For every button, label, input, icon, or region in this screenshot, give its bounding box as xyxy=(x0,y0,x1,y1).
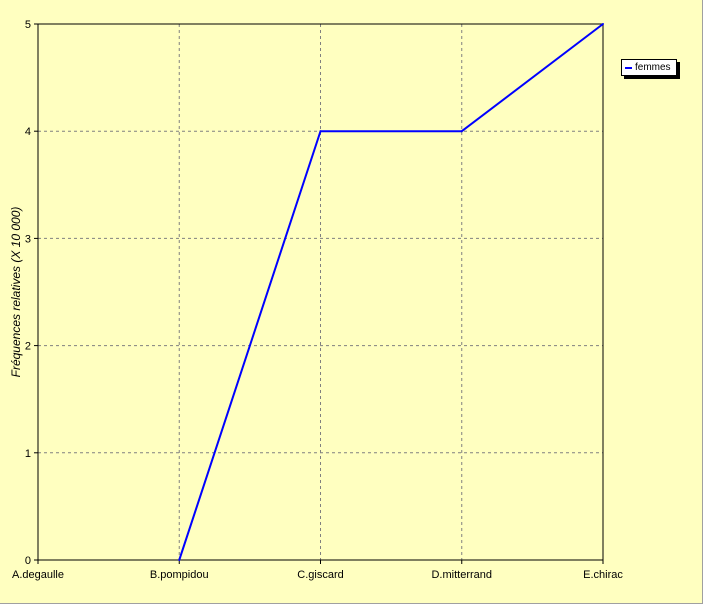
y-axis-ticks: 0 1 2 3 4 5 xyxy=(25,19,38,567)
x-tick-label: A.degaulle xyxy=(12,569,64,581)
y-tick-label: 0 xyxy=(25,555,31,567)
y-tick-label: 3 xyxy=(25,233,31,245)
x-tick-label: C.giscard xyxy=(297,569,343,581)
series-lines xyxy=(178,23,604,561)
data-point xyxy=(178,559,181,561)
x-tick-label: E.chirac xyxy=(583,569,623,581)
y-tick-label: 1 xyxy=(25,448,31,460)
y-tick-label: 2 xyxy=(25,341,31,353)
data-point xyxy=(602,23,604,25)
x-tick-label: B.pompidou xyxy=(150,569,209,581)
x-axis-ticks: A.degaulle B.pompidou C.giscard D.mitterran… xyxy=(12,560,623,581)
y-axis-label: Fréquences relatives (X 10 000) xyxy=(9,207,23,378)
data-point xyxy=(319,130,322,133)
y-tick-label: 4 xyxy=(25,126,31,138)
series-line-femmes xyxy=(178,23,604,561)
data-point xyxy=(460,130,463,133)
x-tick-label: D.mitterrand xyxy=(431,569,492,581)
legend: femmes xyxy=(621,59,677,76)
legend-label-femmes: femmes xyxy=(635,62,671,73)
y-tick-label: 5 xyxy=(25,19,31,31)
legend-swatch-femmes xyxy=(625,66,632,69)
